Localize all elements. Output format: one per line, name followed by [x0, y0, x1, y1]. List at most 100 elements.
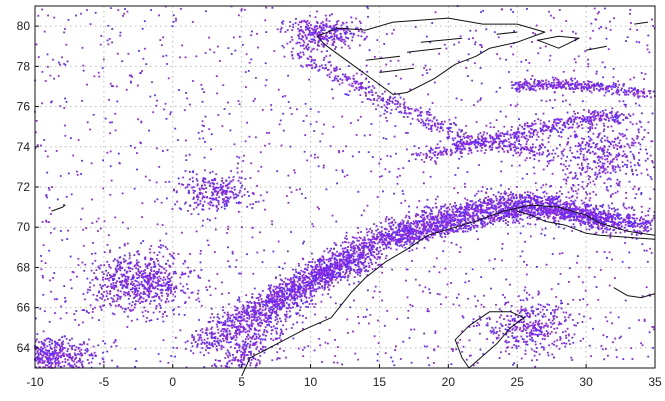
event-point: [297, 291, 300, 293]
event-point: [302, 315, 304, 317]
event-point: [344, 76, 347, 78]
event-point: [222, 340, 225, 342]
event-point: [329, 272, 331, 275]
event-point: [512, 154, 515, 157]
event-point: [508, 216, 510, 218]
event-point: [479, 201, 482, 203]
event-point: [543, 125, 546, 127]
event-point: [614, 121, 616, 123]
event-point: [565, 201, 568, 204]
event-point: [291, 301, 294, 304]
event-point: [580, 209, 582, 211]
event-point: [521, 201, 524, 204]
event-point: [306, 301, 308, 303]
event-point: [307, 263, 310, 266]
event-point: [300, 64, 302, 67]
event-point: [282, 301, 285, 304]
event-point: [222, 337, 224, 340]
event-point: [281, 289, 283, 292]
event-point: [560, 212, 563, 214]
event-point: [200, 343, 203, 345]
event-point: [275, 290, 278, 293]
event-point: [447, 206, 450, 209]
event-point: [591, 211, 594, 214]
event-point: [316, 265, 319, 268]
event-point: [505, 140, 508, 142]
event-point: [310, 56, 312, 58]
event-point: [442, 123, 445, 126]
event-point: [414, 158, 417, 161]
event-point: [267, 297, 269, 299]
event-point: [411, 235, 414, 238]
event-point: [594, 233, 596, 235]
event-point: [307, 306, 309, 308]
event-point: [440, 127, 443, 129]
event-point: [587, 209, 590, 212]
event-point: [297, 54, 300, 56]
event-point: [473, 202, 475, 205]
event-point: [516, 215, 519, 218]
event-point: [384, 257, 387, 260]
event-point: [458, 223, 461, 226]
event-point: [265, 302, 268, 305]
event-point: [226, 361, 229, 364]
event-point: [491, 136, 494, 138]
event-point: [498, 201, 500, 204]
event-point: [632, 213, 635, 216]
event-point: [424, 225, 427, 228]
event-point: [353, 270, 356, 272]
event-point: [314, 267, 317, 269]
event-point: [265, 314, 268, 317]
event-point: [580, 215, 583, 218]
event-point: [285, 310, 288, 313]
event-point: [504, 207, 507, 209]
event-point: [313, 281, 316, 284]
event-point: [254, 302, 257, 304]
event-point: [385, 228, 388, 231]
event-point: [287, 307, 290, 310]
event-point: [358, 271, 361, 274]
event-point: [405, 112, 408, 115]
event-point: [254, 343, 257, 345]
event-point: [453, 142, 456, 145]
event-point: [458, 215, 461, 218]
event-point: [418, 230, 420, 233]
event-point: [276, 327, 278, 330]
event-point: [463, 208, 465, 211]
event-point: [226, 334, 228, 336]
event-point: [355, 251, 358, 253]
event-point: [507, 212, 509, 215]
event-point: [597, 216, 600, 219]
event-point: [546, 199, 548, 202]
event-point: [395, 239, 398, 241]
event-point: [375, 225, 378, 227]
event-point: [428, 230, 431, 233]
event-point: [627, 213, 630, 216]
event-point: [503, 135, 505, 138]
event-point: [314, 283, 317, 286]
event-point: [499, 219, 501, 222]
event-point: [550, 208, 553, 211]
event-point: [275, 311, 278, 314]
event-point: [444, 224, 447, 227]
event-point: [617, 217, 620, 220]
event-point: [243, 351, 246, 354]
event-point: [282, 349, 285, 352]
event-point: [601, 227, 604, 229]
event-point: [500, 201, 503, 204]
event-point: [525, 134, 528, 137]
event-point: [203, 338, 206, 341]
event-point: [337, 281, 339, 284]
event-point: [292, 277, 295, 279]
event-point: [643, 227, 645, 229]
event-point: [609, 213, 612, 216]
event-point: [305, 64, 308, 66]
event-point: [198, 319, 200, 321]
event-point: [627, 224, 630, 227]
event-point: [236, 299, 239, 302]
event-point: [253, 309, 256, 311]
event-point: [388, 103, 391, 105]
event-point: [430, 230, 433, 233]
event-point: [560, 118, 563, 121]
event-point: [470, 208, 473, 210]
